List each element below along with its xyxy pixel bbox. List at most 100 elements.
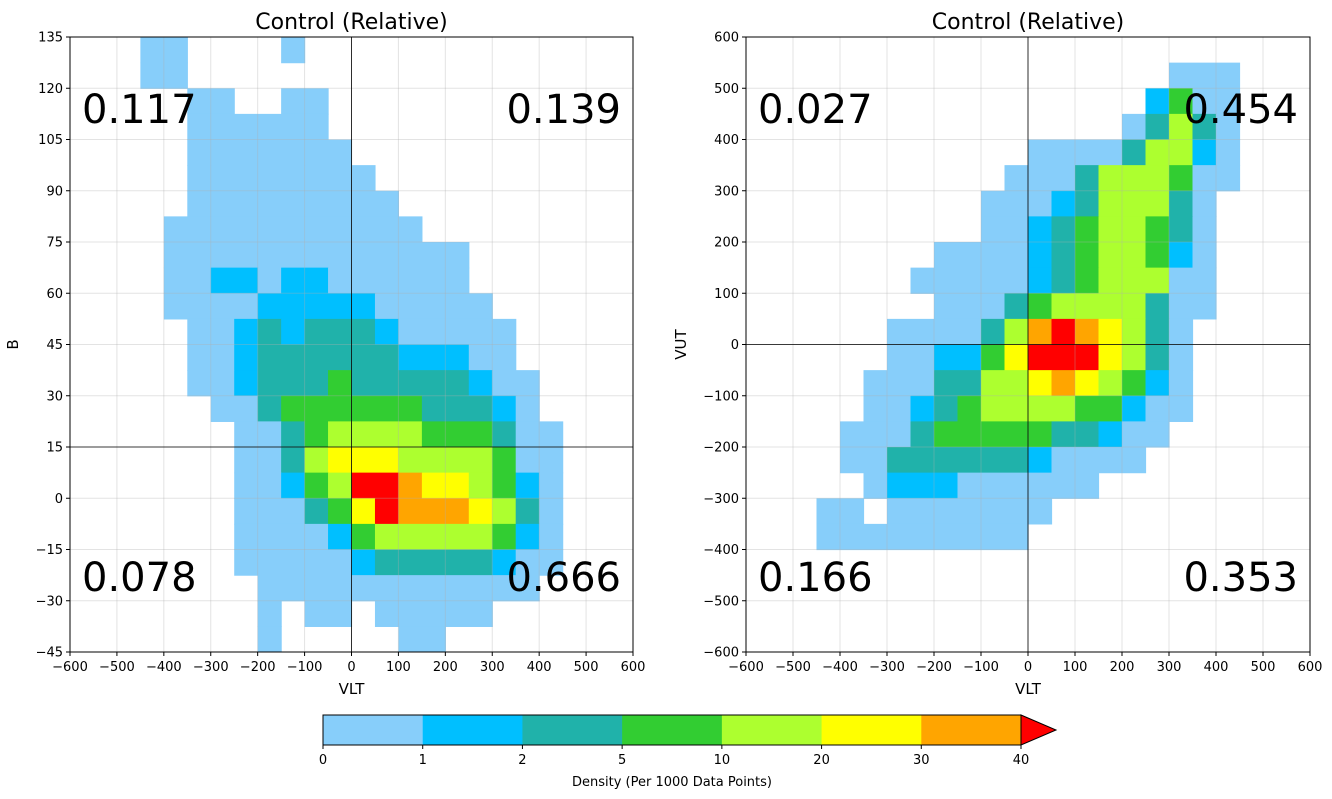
heatmap-cell <box>1192 88 1241 115</box>
heatmap-cell <box>981 216 1029 243</box>
y-tick-label: 0 <box>731 338 739 353</box>
heatmap-cell <box>140 37 188 64</box>
heatmap-cell <box>234 472 282 499</box>
heatmap-cell <box>234 344 259 371</box>
quadrant-top-right-value: 0.454 <box>1183 87 1298 133</box>
heatmap-cell <box>1028 370 1053 397</box>
heatmap-cell <box>257 575 540 602</box>
heatmap-cell <box>257 600 282 627</box>
colorbar-segment <box>323 715 424 745</box>
heatmap-cell <box>1145 318 1170 346</box>
heatmap-cell <box>1051 216 1076 243</box>
y-tick-label: 75 <box>46 236 63 251</box>
heatmap-cell <box>421 421 493 448</box>
x-tick-label: 400 <box>1204 660 1229 675</box>
y-tick-label: −30 <box>36 594 63 609</box>
x-axis-label: VLT <box>339 680 366 698</box>
heatmap-cell <box>304 318 376 346</box>
heatmap-cell <box>515 447 564 474</box>
heatmap-cell <box>934 370 982 397</box>
y-tick-label: 200 <box>714 236 739 251</box>
colorbar-tick-label: 0 <box>319 753 327 768</box>
heatmap-cell <box>934 344 982 371</box>
y-tick-label: −15 <box>36 543 63 558</box>
heatmap-cell <box>981 318 1006 346</box>
heatmap-cell <box>398 344 470 371</box>
heatmap-cell <box>304 472 329 499</box>
heatmap-cell <box>910 267 1029 294</box>
quadrant-top-left-value: 0.117 <box>82 87 197 133</box>
heatmap-cell <box>492 421 517 448</box>
heatmap-cell <box>374 293 493 320</box>
heatmap-cell <box>1028 293 1053 320</box>
y-tick-label: −200 <box>703 441 739 456</box>
y-tick-label: 500 <box>714 82 739 97</box>
x-tick-label: 200 <box>1110 660 1135 675</box>
colorbar-extend-arrow <box>1020 714 1058 746</box>
heatmap-cell <box>398 626 446 652</box>
heatmap-cell <box>1169 62 1241 89</box>
heatmap-cell <box>840 447 888 474</box>
heatmap-cell <box>281 447 306 474</box>
heatmap-cell <box>1098 267 1170 294</box>
heatmap-cell <box>374 523 493 551</box>
heatmap-cell <box>1051 242 1076 269</box>
colorbar-segment <box>422 715 523 745</box>
heatmap-cell <box>234 498 306 525</box>
colorbar-tick-label: 10 <box>714 753 731 768</box>
heatmap-cell <box>1169 293 1217 320</box>
heatmap-cell <box>1169 267 1194 294</box>
y-tick-label: 15 <box>46 441 63 456</box>
heatmap-cell <box>398 472 423 499</box>
heatmap-cell <box>1169 165 1194 192</box>
heatmap-cell <box>1169 190 1194 217</box>
colorbar-tick-label: 40 <box>1013 753 1030 768</box>
y-tick-label: −500 <box>703 594 739 609</box>
x-tick-label: −200 <box>916 660 952 675</box>
heatmap-cell <box>1169 216 1194 243</box>
heatmap-cell <box>1028 216 1053 243</box>
heatmap-cell <box>163 216 423 243</box>
heatmap-cell <box>234 370 259 397</box>
colorbar: 0 1 2 5 10 20 30 40 Density (Per 1000 Data Point… <box>319 714 1058 790</box>
heatmap-cell <box>1098 216 1147 243</box>
heatmap-cell <box>187 318 235 346</box>
y-tick-label: −300 <box>703 492 739 507</box>
quadrant-bottom-right-value: 0.666 <box>506 555 621 601</box>
heatmap-cell <box>257 318 282 346</box>
heatmap-cell <box>492 523 517 551</box>
heatmap-cell <box>816 498 865 525</box>
x-tick-label: 600 <box>621 660 646 675</box>
y-tick-label: 30 <box>46 389 63 404</box>
heatmap-cell <box>1122 421 1170 448</box>
heatmap-cell <box>1122 395 1147 422</box>
heatmap-cell <box>840 421 912 448</box>
heatmap-cell <box>1169 370 1194 397</box>
heatmap-cell <box>328 472 353 499</box>
heatmap-cell <box>304 447 329 474</box>
heatmap-cell <box>1028 447 1053 474</box>
heatmap-cell <box>398 447 493 474</box>
heatmap-cell <box>1169 88 1194 115</box>
colorbar-tick-label: 1 <box>419 753 427 768</box>
heatmap-cell <box>1028 344 1100 371</box>
heatmap-cell <box>1145 216 1170 243</box>
heatmap-cell <box>981 370 1029 397</box>
heatmap-cell <box>1075 165 1100 192</box>
x-axis-label: VLT <box>1015 680 1042 698</box>
heatmap-cell <box>1192 139 1217 166</box>
heatmap-cell <box>816 523 1029 551</box>
quadrant-top-left-value: 0.027 <box>758 87 873 133</box>
heatmap-cell <box>981 344 1006 371</box>
x-tick-label: −600 <box>728 660 764 675</box>
heatmap-cell <box>187 113 329 141</box>
heatmap-cell <box>1216 139 1241 166</box>
y-tick-label: 300 <box>714 184 739 199</box>
heatmap-cell <box>398 318 517 346</box>
y-tick-label: 100 <box>714 287 739 302</box>
colorbar-segment <box>921 715 1022 745</box>
heatmap-cell <box>1169 242 1194 269</box>
x-tick-label: −600 <box>52 660 88 675</box>
heatmap-cell <box>257 293 376 320</box>
heatmap-cell <box>863 395 912 422</box>
